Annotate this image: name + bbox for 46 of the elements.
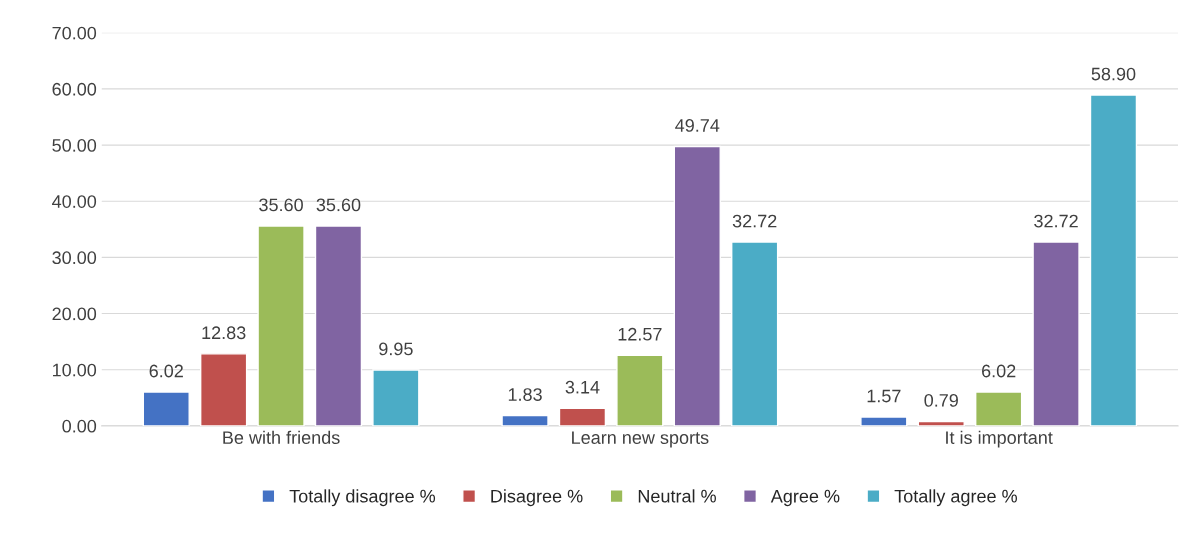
bar: [314, 225, 363, 426]
bar: [860, 416, 908, 426]
legend-label: Neutral %: [638, 489, 716, 503]
data-label: 6.02: [982, 364, 1016, 378]
y-tick-label: 40.00: [52, 195, 97, 208]
legend-label: Agree %: [770, 489, 840, 507]
bar: [1089, 94, 1138, 426]
y-tick-label: 70.00: [52, 26, 97, 40]
bar: [917, 420, 965, 426]
bar: [501, 414, 549, 426]
data-label: 35.60: [316, 198, 361, 212]
bar: [372, 369, 420, 426]
bar: [1032, 241, 1080, 426]
data-label: 0.79: [924, 393, 958, 407]
y-tick-label: 0.00: [62, 419, 97, 433]
data-label: 6.02: [149, 364, 183, 378]
y-tick-label: 20.00: [52, 307, 97, 321]
bar: [731, 241, 779, 426]
bar: [142, 391, 190, 426]
x-tick-label: It is important: [946, 430, 1053, 448]
data-label: 32.72: [1034, 214, 1078, 228]
legend-label: Totally agree %: [894, 489, 1017, 507]
bar: [975, 391, 1023, 426]
y-tick-label: 30.00: [52, 251, 97, 265]
data-label: 49.74: [675, 119, 720, 132]
x-tick-label: Learn new sports: [572, 431, 709, 448]
bar: [558, 407, 607, 426]
bar: [616, 354, 664, 426]
legend-label: Disagree %: [491, 489, 583, 507]
data-label: 9.95: [379, 342, 413, 356]
x-tick-label: Be with friends: [223, 430, 340, 444]
data-label: 3.14: [565, 380, 600, 394]
bar: [673, 145, 721, 426]
data-label: 32.72: [732, 214, 777, 228]
y-tick-label: 60.00: [52, 82, 97, 96]
legend-label: Totally disagree %: [289, 489, 436, 507]
bar: [199, 353, 248, 426]
data-label: 12.57: [618, 327, 662, 341]
data-label: 1.83: [508, 388, 542, 401]
bar: [257, 225, 305, 426]
data-label: 58.90: [1091, 67, 1136, 81]
y-tick-label: 50.00: [52, 139, 97, 152]
data-label: 1.57: [867, 389, 901, 403]
y-tick-label: 10.00: [53, 363, 97, 377]
data-label: 12.83: [202, 326, 246, 340]
data-label: 35.60: [259, 198, 303, 212]
